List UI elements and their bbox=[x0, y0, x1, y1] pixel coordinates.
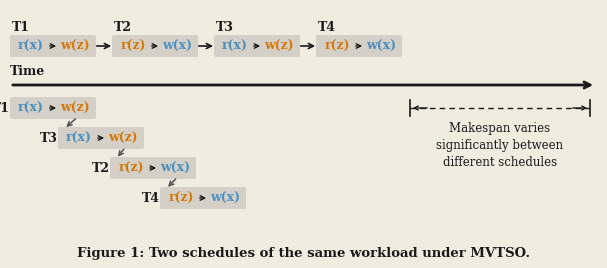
Text: T2: T2 bbox=[114, 21, 132, 34]
FancyBboxPatch shape bbox=[160, 187, 246, 209]
FancyBboxPatch shape bbox=[10, 97, 96, 119]
Text: r(x): r(x) bbox=[66, 132, 92, 144]
Text: Figure 1: Two schedules of the same workload under MVTSO.: Figure 1: Two schedules of the same work… bbox=[77, 247, 530, 260]
Text: r(z): r(z) bbox=[118, 162, 144, 174]
Text: w(z): w(z) bbox=[60, 102, 90, 114]
Text: r(x): r(x) bbox=[222, 39, 248, 53]
Text: Makespan varies
significantly between
different schedules: Makespan varies significantly between di… bbox=[436, 122, 563, 169]
Text: w(x): w(x) bbox=[160, 162, 190, 174]
Text: r(x): r(x) bbox=[18, 102, 44, 114]
Text: T4: T4 bbox=[318, 21, 336, 34]
Text: r(x): r(x) bbox=[18, 39, 44, 53]
FancyBboxPatch shape bbox=[316, 35, 402, 57]
FancyBboxPatch shape bbox=[58, 127, 144, 149]
FancyBboxPatch shape bbox=[112, 35, 198, 57]
Text: T3: T3 bbox=[40, 132, 58, 144]
Text: w(x): w(x) bbox=[366, 39, 396, 53]
FancyBboxPatch shape bbox=[214, 35, 300, 57]
Text: w(z): w(z) bbox=[60, 39, 90, 53]
Text: T1: T1 bbox=[0, 102, 10, 114]
Text: w(x): w(x) bbox=[210, 192, 240, 204]
Text: w(z): w(z) bbox=[264, 39, 294, 53]
Text: r(z): r(z) bbox=[120, 39, 146, 53]
Text: Time: Time bbox=[10, 65, 46, 78]
FancyBboxPatch shape bbox=[10, 35, 96, 57]
Text: w(x): w(x) bbox=[162, 39, 192, 53]
Text: r(z): r(z) bbox=[324, 39, 350, 53]
Text: T1: T1 bbox=[12, 21, 30, 34]
Text: T2: T2 bbox=[92, 162, 110, 174]
FancyBboxPatch shape bbox=[110, 157, 196, 179]
Text: r(z): r(z) bbox=[168, 192, 194, 204]
Text: T3: T3 bbox=[216, 21, 234, 34]
Text: w(z): w(z) bbox=[108, 132, 138, 144]
Text: T4: T4 bbox=[142, 192, 160, 204]
